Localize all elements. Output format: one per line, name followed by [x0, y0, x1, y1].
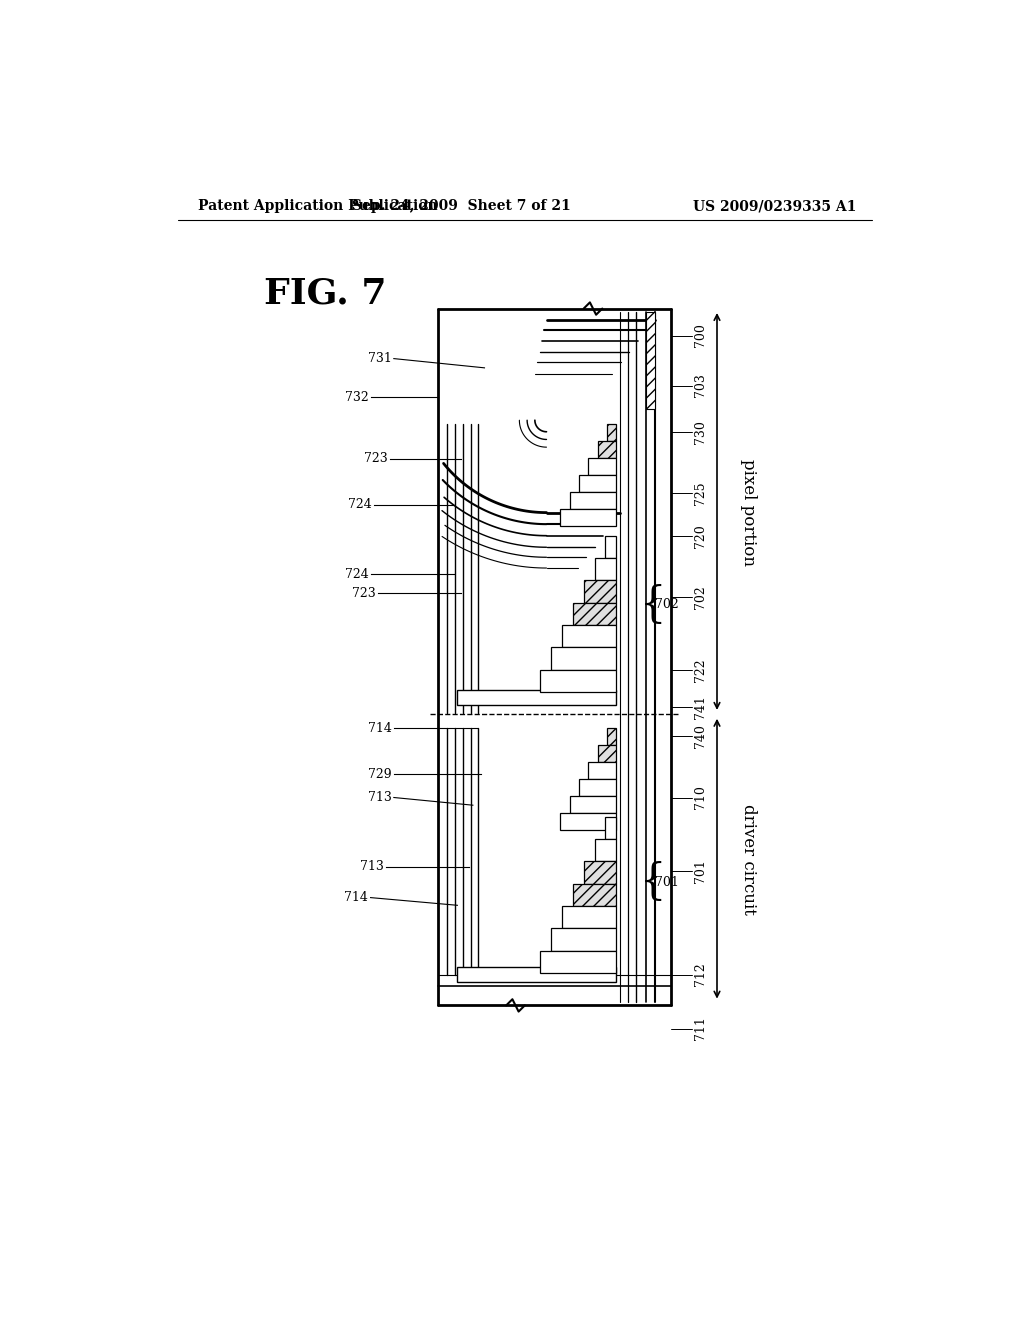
Text: 729: 729: [368, 768, 391, 781]
Polygon shape: [607, 729, 616, 744]
Polygon shape: [605, 536, 616, 558]
Polygon shape: [560, 508, 616, 525]
Text: 723: 723: [352, 587, 376, 601]
Polygon shape: [584, 581, 616, 603]
Polygon shape: [595, 840, 616, 862]
Polygon shape: [569, 492, 616, 508]
Text: 741: 741: [693, 694, 707, 718]
Text: 702: 702: [693, 586, 707, 609]
Text: 720: 720: [693, 524, 707, 548]
Text: driver circuit: driver circuit: [739, 804, 757, 915]
Text: 701: 701: [693, 859, 707, 883]
Text: {: {: [640, 861, 666, 903]
Text: 731: 731: [368, 352, 391, 366]
Text: 702: 702: [655, 598, 679, 611]
Text: 724: 724: [348, 499, 372, 511]
Polygon shape: [551, 647, 616, 669]
Polygon shape: [605, 817, 616, 840]
Text: 714: 714: [344, 891, 369, 904]
Polygon shape: [551, 928, 616, 950]
Polygon shape: [589, 458, 616, 475]
Polygon shape: [458, 689, 616, 705]
Text: 730: 730: [693, 420, 707, 444]
Polygon shape: [598, 744, 616, 762]
Polygon shape: [541, 669, 616, 692]
Text: 703: 703: [693, 374, 707, 397]
Text: Sep. 24, 2009  Sheet 7 of 21: Sep. 24, 2009 Sheet 7 of 21: [352, 199, 570, 213]
Polygon shape: [584, 862, 616, 884]
Text: 724: 724: [344, 568, 369, 581]
Text: 740: 740: [693, 723, 707, 748]
Text: FIG. 7: FIG. 7: [263, 276, 386, 310]
Text: 713: 713: [368, 791, 391, 804]
Text: 714: 714: [368, 722, 391, 735]
Polygon shape: [569, 796, 616, 813]
Polygon shape: [560, 813, 616, 830]
Text: 712: 712: [693, 962, 707, 986]
Text: 723: 723: [364, 453, 388, 465]
Polygon shape: [572, 603, 616, 626]
Text: 713: 713: [359, 861, 384, 874]
Text: pixel portion: pixel portion: [739, 459, 757, 566]
Text: 700: 700: [693, 323, 707, 347]
Polygon shape: [579, 475, 616, 492]
Polygon shape: [607, 424, 616, 441]
Text: 710: 710: [693, 785, 707, 809]
Text: {: {: [640, 583, 666, 626]
Text: Patent Application Publication: Patent Application Publication: [198, 199, 437, 213]
Polygon shape: [562, 906, 616, 928]
Polygon shape: [572, 884, 616, 906]
Polygon shape: [589, 762, 616, 779]
Polygon shape: [646, 313, 655, 409]
Polygon shape: [598, 441, 616, 458]
Polygon shape: [541, 950, 616, 973]
Text: 701: 701: [655, 875, 679, 888]
Polygon shape: [595, 558, 616, 581]
Polygon shape: [562, 626, 616, 647]
Polygon shape: [579, 779, 616, 796]
Text: 711: 711: [693, 1016, 707, 1040]
Text: 732: 732: [344, 391, 369, 404]
Text: 722: 722: [693, 659, 707, 682]
Polygon shape: [458, 966, 616, 982]
Text: US 2009/0239335 A1: US 2009/0239335 A1: [693, 199, 856, 213]
Text: 725: 725: [693, 482, 707, 506]
